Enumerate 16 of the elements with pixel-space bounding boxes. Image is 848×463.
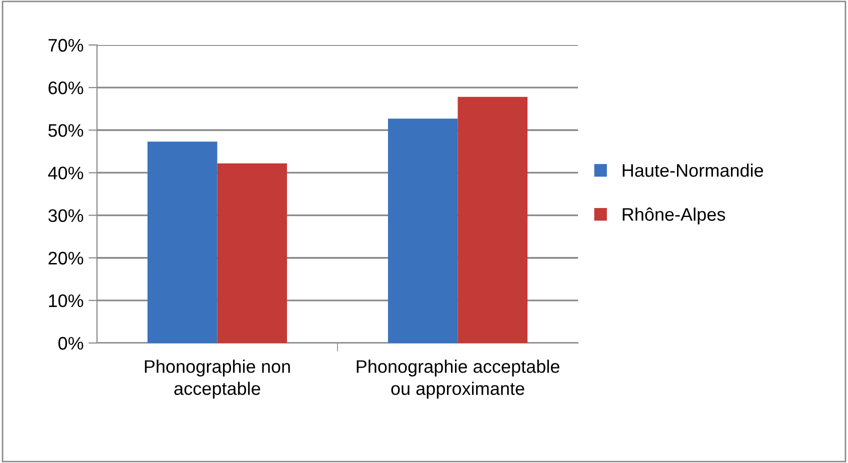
- y-tick-label: 0%: [58, 336, 84, 350]
- bar: [458, 96, 528, 343]
- y-tick-label: 40%: [48, 166, 84, 180]
- bar: [217, 163, 287, 343]
- bar: [388, 118, 458, 343]
- bar: [148, 142, 218, 343]
- y-tick-label: 20%: [48, 252, 84, 265]
- y-tick-label: 50%: [48, 124, 84, 137]
- legend-label: Haute-Normandie: [622, 164, 764, 177]
- x-tick-label: Phonographie non acceptable: [144, 360, 290, 399]
- y-tick-label: 70%: [48, 38, 84, 52]
- legend-label: Rhône-Alpes: [622, 208, 726, 224]
- y-tick-label: 30%: [48, 209, 84, 222]
- y-tick-label: 10%: [49, 294, 84, 308]
- x-tick-label: Phonographie acceptable ou approximante: [356, 360, 560, 399]
- y-tick-label: 60%: [48, 82, 84, 94]
